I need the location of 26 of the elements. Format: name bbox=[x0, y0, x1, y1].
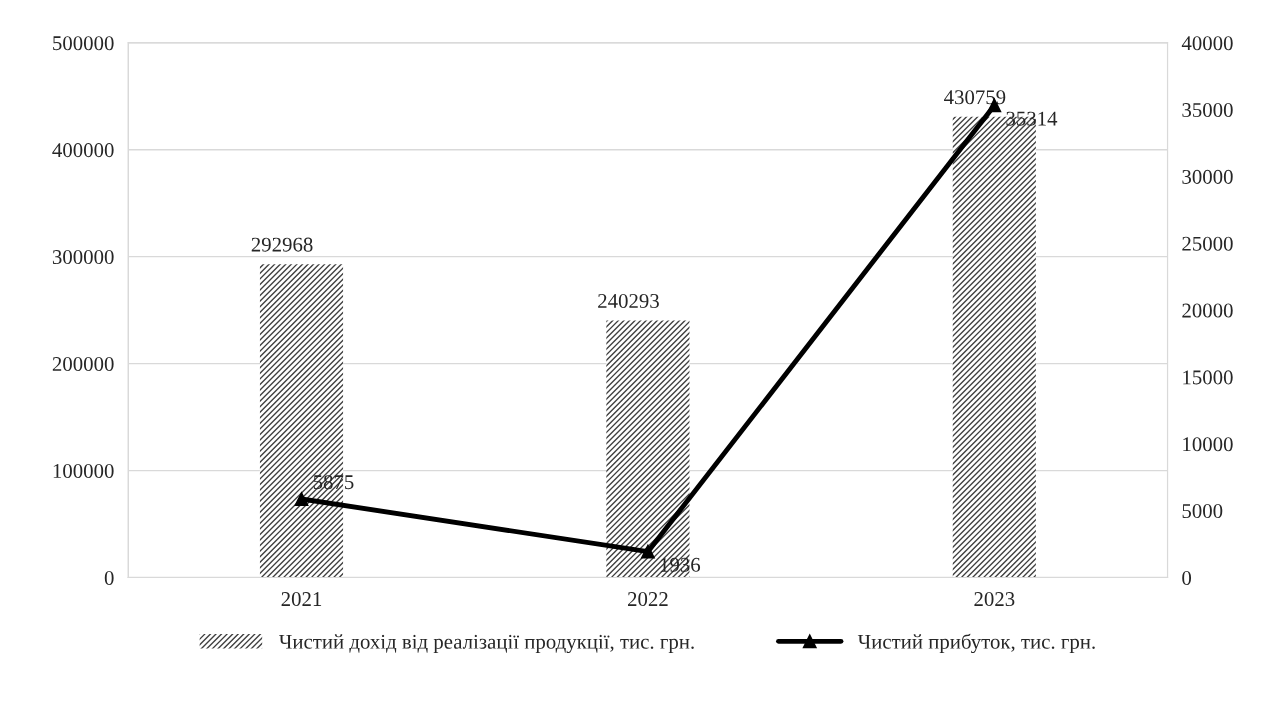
y2-tick-label: 25000 bbox=[1182, 236, 1233, 251]
y-tick-label: 100000 bbox=[53, 463, 114, 479]
y-tick-label: 200000 bbox=[52, 357, 114, 372]
data-label: 292968 bbox=[251, 237, 313, 252]
point bbox=[640, 544, 655, 559]
x-tick-label: 2021 bbox=[281, 592, 322, 607]
y-tick-label: 500000 bbox=[53, 36, 114, 51]
data-label: 35314 bbox=[1006, 111, 1058, 126]
data-label: 430759 bbox=[944, 90, 1006, 105]
data-label: 240293 bbox=[598, 293, 659, 308]
x-tick-label: 2023 bbox=[974, 592, 1015, 607]
y2-tick-label: 35000 bbox=[1182, 103, 1233, 118]
legend-label: Чистий прибуток, тис. грн. bbox=[857, 633, 1095, 654]
y2-tick-label: 10000 bbox=[1183, 437, 1233, 452]
legend-label: Чистий дохід від реалізації продукції, тис. грн. bbox=[279, 634, 694, 654]
y2-tick-label: 30000 bbox=[1182, 169, 1233, 184]
y2-tick-label: 20000 bbox=[1182, 303, 1233, 318]
y-tick-label: 300000 bbox=[52, 250, 114, 265]
y2-tick-label: 5000 bbox=[1182, 504, 1223, 519]
y-tick-label: 400000 bbox=[52, 143, 114, 158]
y-tick-label: 0 bbox=[104, 570, 114, 585]
x-tick-label: 2022 bbox=[628, 592, 668, 607]
y2-tick-label: 15000 bbox=[1183, 370, 1233, 385]
y2-tick-label: 0 bbox=[1182, 570, 1192, 585]
y2-tick-label: 40000 bbox=[1181, 36, 1233, 51]
point bbox=[294, 492, 309, 506]
